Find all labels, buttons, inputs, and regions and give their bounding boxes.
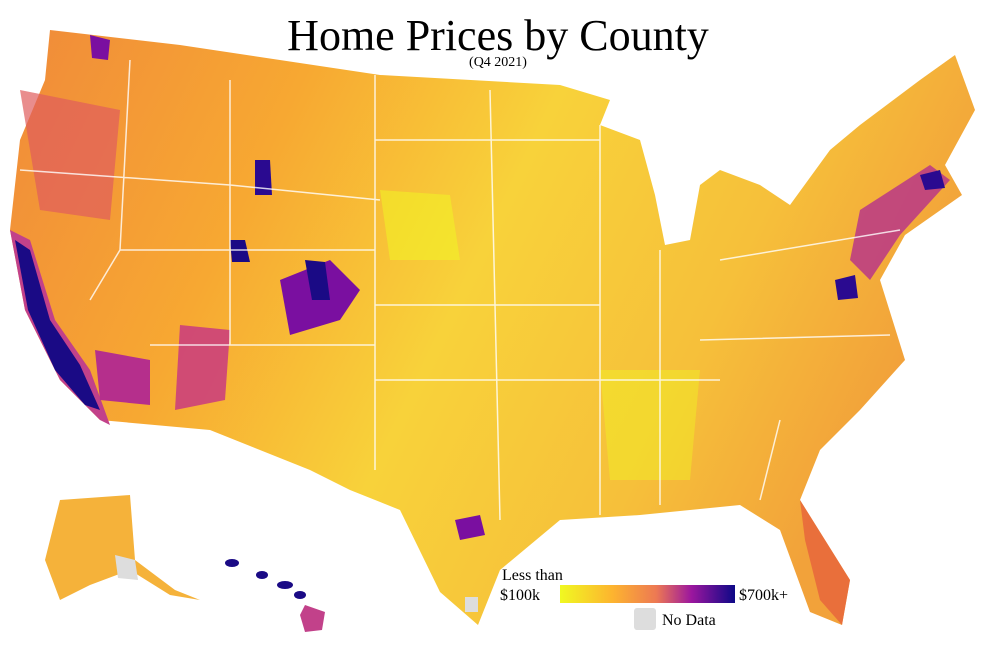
legend-no-data: No Data (662, 612, 716, 629)
mainland (10, 30, 975, 625)
color-scale (560, 585, 735, 603)
no-data-region (465, 597, 478, 612)
subtitle: (Q4 2021) (469, 55, 527, 70)
no-data-swatch (634, 608, 656, 630)
hawaii (225, 559, 325, 632)
no-data-region (115, 555, 138, 580)
legend-low: $100k (500, 587, 540, 604)
legend-low-top: Less than (502, 567, 563, 584)
alaska (45, 495, 200, 600)
legend: Less than $100k $700k+ No Data (500, 567, 788, 630)
legend-high: $700k+ (739, 587, 788, 604)
title: Home Prices by County (287, 11, 709, 60)
